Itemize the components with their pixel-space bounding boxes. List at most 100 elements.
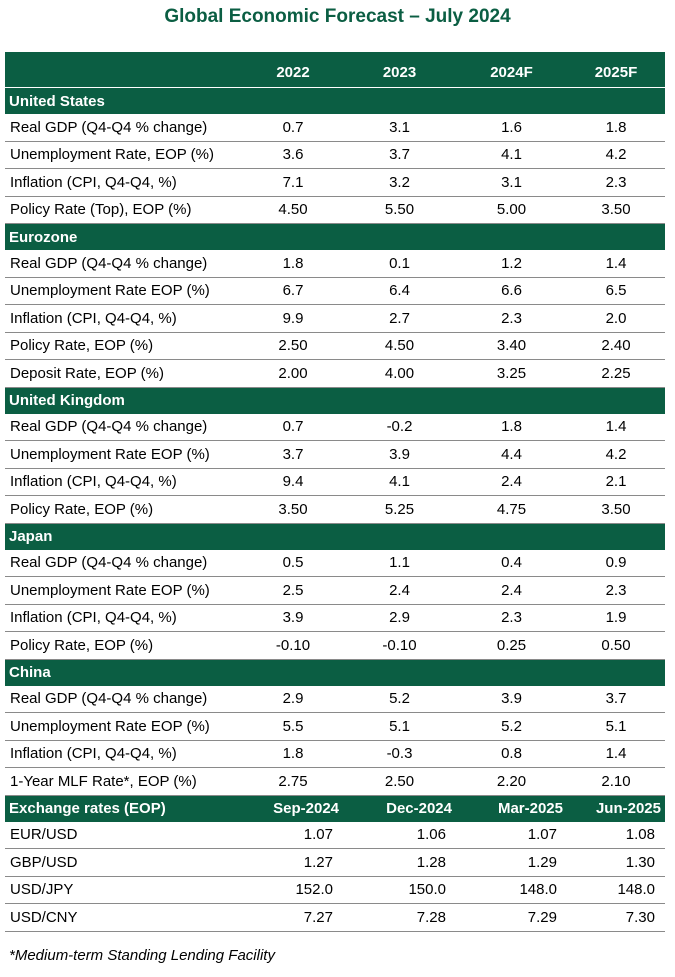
value-cell: 7.1 bbox=[243, 168, 343, 197]
table-row: GBP/USD 1.27 1.28 1.29 1.30 bbox=[5, 848, 665, 877]
value-cell: 9.9 bbox=[243, 304, 343, 333]
value-cell: 2.00 bbox=[243, 359, 343, 388]
section-header-row: United Kingdom bbox=[5, 386, 665, 414]
value-cell: -0.10 bbox=[243, 631, 343, 660]
table-row: Unemployment Rate, EOP (%) 3.6 3.7 4.1 4.2 bbox=[5, 141, 665, 169]
value-cell: 150.0 bbox=[343, 876, 456, 904]
table-row: Inflation (CPI, Q4-Q4, %) 9.4 4.1 2.4 2.1 bbox=[5, 468, 665, 496]
value-cell: 1.28 bbox=[343, 848, 456, 877]
row-label: USD/CNY bbox=[5, 903, 243, 932]
value-cell: 2.4 bbox=[456, 576, 567, 605]
value-cell: 2.5 bbox=[243, 576, 343, 605]
value-cell: 152.0 bbox=[243, 876, 343, 904]
value-cell: 6.6 bbox=[456, 277, 567, 305]
row-label: Real GDP (Q4-Q4 % change) bbox=[5, 685, 243, 713]
value-cell: 4.50 bbox=[343, 332, 456, 360]
value-cell: 0.50 bbox=[567, 631, 665, 660]
value-cell: 7.30 bbox=[567, 903, 665, 932]
value-cell: 7.29 bbox=[456, 903, 567, 932]
value-cell: 1.8 bbox=[456, 413, 567, 441]
row-label: 1-Year MLF Rate*, EOP (%) bbox=[5, 767, 243, 796]
value-cell: 1.4 bbox=[567, 413, 665, 441]
value-cell: 3.9 bbox=[343, 440, 456, 469]
row-label: GBP/USD bbox=[5, 848, 243, 877]
row-label: Inflation (CPI, Q4-Q4, %) bbox=[5, 168, 243, 197]
value-cell: 1.4 bbox=[567, 250, 665, 278]
table-row: Inflation (CPI, Q4-Q4, %) 7.1 3.2 3.1 2.3 bbox=[5, 168, 665, 197]
table-row: Real GDP (Q4-Q4 % change) 2.9 5.2 3.9 3.7 bbox=[5, 685, 665, 713]
table-row: USD/JPY 152.0 150.0 148.0 148.0 bbox=[5, 876, 665, 904]
row-label: Deposit Rate, EOP (%) bbox=[5, 359, 243, 388]
row-label: Inflation (CPI, Q4-Q4, %) bbox=[5, 604, 243, 632]
row-label: Policy Rate, EOP (%) bbox=[5, 495, 243, 524]
value-cell: 9.4 bbox=[243, 468, 343, 496]
value-cell: 1.8 bbox=[243, 740, 343, 768]
section-title: China bbox=[5, 658, 665, 686]
section-header-row: Eurozone bbox=[5, 223, 665, 250]
value-cell: 5.2 bbox=[456, 712, 567, 741]
row-label: Unemployment Rate EOP (%) bbox=[5, 440, 243, 469]
value-cell: 1.8 bbox=[243, 250, 343, 278]
value-cell: 6.5 bbox=[567, 277, 665, 305]
header-year-2024f: 2024F bbox=[456, 52, 567, 88]
page-title: Global Economic Forecast – July 2024 bbox=[164, 6, 511, 27]
table-row: Unemployment Rate EOP (%) 2.5 2.4 2.4 2.3 bbox=[5, 576, 665, 605]
table-row: Unemployment Rate EOP (%) 3.7 3.9 4.4 4.2 bbox=[5, 440, 665, 469]
value-cell: 1.06 bbox=[343, 821, 456, 849]
value-cell: 0.5 bbox=[243, 549, 343, 577]
table-row: Inflation (CPI, Q4-Q4, %) 9.9 2.7 2.3 2.0 bbox=[5, 304, 665, 333]
table-row: EUR/USD 1.07 1.06 1.07 1.08 bbox=[5, 821, 665, 849]
value-cell: 2.40 bbox=[567, 332, 665, 360]
value-cell: 5.1 bbox=[567, 712, 665, 741]
table-row: 1-Year MLF Rate*, EOP (%) 2.75 2.50 2.20 2.1… bbox=[5, 767, 665, 796]
row-label: Inflation (CPI, Q4-Q4, %) bbox=[5, 740, 243, 768]
value-cell: 6.4 bbox=[343, 277, 456, 305]
value-cell: 2.9 bbox=[243, 685, 343, 713]
row-label: Real GDP (Q4-Q4 % change) bbox=[5, 250, 243, 278]
fx-column-header: Sep-2024 bbox=[243, 794, 343, 822]
value-cell: 3.50 bbox=[243, 495, 343, 524]
table-row: Deposit Rate, EOP (%) 2.00 4.00 3.25 2.25 bbox=[5, 359, 665, 388]
value-cell: 4.50 bbox=[243, 196, 343, 224]
header-blank-cell bbox=[5, 52, 243, 88]
value-cell: 1.29 bbox=[456, 848, 567, 877]
value-cell: 1.6 bbox=[456, 114, 567, 142]
value-cell: 0.25 bbox=[456, 631, 567, 660]
value-cell: 1.27 bbox=[243, 848, 343, 877]
table-row: Policy Rate, EOP (%) 2.50 4.50 3.40 2.40 bbox=[5, 332, 665, 360]
fx-header-row: Exchange rates (EOP) Sep-2024 Dec-2024 Mar-… bbox=[5, 794, 665, 822]
row-label: Unemployment Rate EOP (%) bbox=[5, 712, 243, 741]
value-cell: 2.4 bbox=[343, 576, 456, 605]
value-cell: 5.5 bbox=[243, 712, 343, 741]
value-cell: 1.4 bbox=[567, 740, 665, 768]
value-cell: 7.27 bbox=[243, 903, 343, 932]
value-cell: 148.0 bbox=[456, 876, 567, 904]
value-cell: 2.3 bbox=[567, 576, 665, 605]
value-cell: -0.3 bbox=[343, 740, 456, 768]
value-cell: 2.10 bbox=[567, 767, 665, 796]
row-label: Inflation (CPI, Q4-Q4, %) bbox=[5, 468, 243, 496]
fx-column-header: Dec-2024 bbox=[343, 794, 456, 822]
value-cell: 1.9 bbox=[567, 604, 665, 632]
value-cell: 3.7 bbox=[243, 440, 343, 469]
value-cell: 0.7 bbox=[243, 413, 343, 441]
table-row: Real GDP (Q4-Q4 % change) 0.5 1.1 0.4 0.9 bbox=[5, 549, 665, 577]
value-cell: 1.30 bbox=[567, 848, 665, 877]
value-cell: 1.07 bbox=[456, 821, 567, 849]
section-title: United Kingdom bbox=[5, 386, 665, 414]
value-cell: 3.1 bbox=[343, 114, 456, 142]
table-header-row: 2022 2023 2024F 2025F bbox=[5, 52, 665, 88]
fx-column-header: Jun-2025 bbox=[567, 794, 665, 822]
value-cell: 4.1 bbox=[343, 468, 456, 496]
value-cell: 2.75 bbox=[243, 767, 343, 796]
table-row: Unemployment Rate EOP (%) 5.5 5.1 5.2 5.1 bbox=[5, 712, 665, 741]
value-cell: 2.7 bbox=[343, 304, 456, 333]
value-cell: 3.40 bbox=[456, 332, 567, 360]
value-cell: 3.1 bbox=[456, 168, 567, 197]
value-cell: 1.07 bbox=[243, 821, 343, 849]
section-title: Eurozone bbox=[5, 223, 665, 250]
value-cell: 0.9 bbox=[567, 549, 665, 577]
value-cell: 3.7 bbox=[343, 141, 456, 169]
value-cell: 3.2 bbox=[343, 168, 456, 197]
value-cell: 2.3 bbox=[456, 304, 567, 333]
